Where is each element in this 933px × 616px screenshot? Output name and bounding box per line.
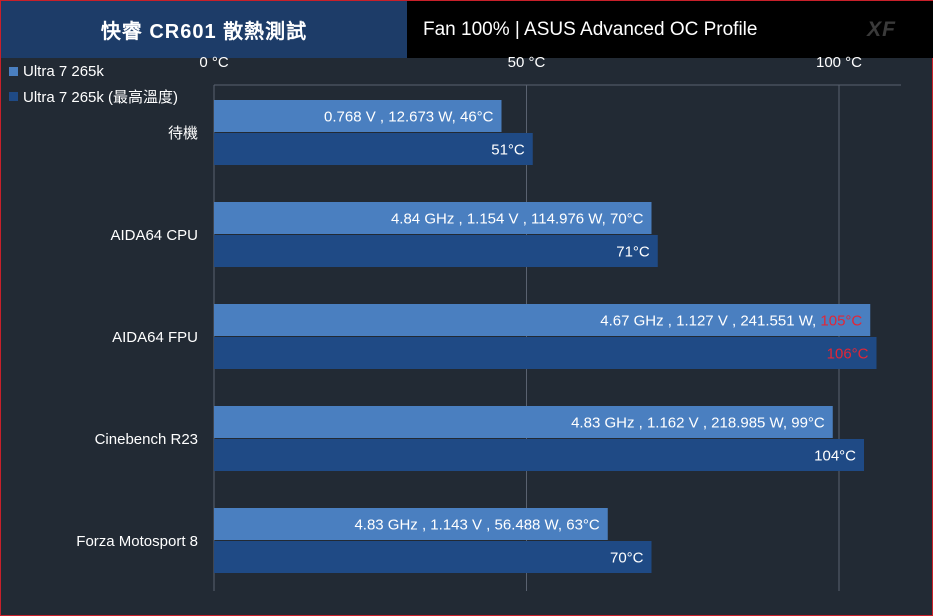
data-label: 51°C [491, 142, 525, 159]
legend-swatch [9, 92, 18, 101]
bar-series-2 [214, 235, 658, 267]
data-label: 4.67 GHz , 1.127 V , 241.551 W, 105°C [600, 313, 862, 330]
data-label: 104°C [814, 448, 856, 465]
data-label: 71°C [616, 244, 650, 261]
data-label: 4.84 GHz , 1.154 V , 114.976 W, 70°C [391, 211, 644, 228]
bar-series-1 [214, 508, 608, 540]
data-label: 0.768 V , 12.673 W, 46°C [324, 109, 494, 126]
bar-series-2 [214, 439, 864, 471]
bar-series-2 [214, 337, 877, 369]
category-label: 待機 [168, 125, 198, 142]
bar-series-2 [214, 541, 652, 573]
data-label: 70°C [610, 550, 644, 567]
x-tick-label: 50 °C [508, 54, 546, 71]
data-label: 4.83 GHz , 1.162 V , 218.985 W, 99°C [571, 415, 825, 432]
legend-label: Ultra 7 265k (最高溫度) [23, 89, 179, 106]
data-label: 106°C [827, 346, 869, 363]
bar-series-1 [214, 202, 652, 234]
category-label: AIDA64 CPU [110, 227, 198, 244]
legend-item-series-1: Ultra 7 265k [9, 59, 178, 84]
chart-subtitle: Fan 100% | ASUS Advanced OC Profile [423, 18, 758, 40]
bar-series-1 [214, 100, 502, 132]
category-label: Forza Motosport 8 [76, 533, 198, 550]
legend: Ultra 7 265k Ultra 7 265k (最高溫度) [9, 59, 178, 109]
bar-series-1 [214, 406, 833, 438]
data-label: 4.83 GHz , 1.143 V , 56.488 W, 63°C [354, 517, 599, 534]
bar-series-2 [214, 133, 533, 165]
bar-series-1 [214, 304, 871, 336]
x-tick-label: 100 °C [816, 54, 862, 71]
title-bar: Fan 100% | ASUS Advanced OC Profile XF [407, 1, 933, 58]
category-label: AIDA64 FPU [112, 329, 198, 346]
chart-title: 快睿 CR601 散熱測試 [1, 1, 407, 58]
legend-label: Ultra 7 265k [23, 63, 104, 80]
x-tick-label: 0 °C [199, 54, 229, 71]
category-label: Cinebench R23 [95, 431, 198, 448]
legend-swatch [9, 67, 18, 76]
brand-logo: XF [867, 17, 896, 41]
legend-item-series-2: Ultra 7 265k (最高溫度) [9, 84, 178, 109]
